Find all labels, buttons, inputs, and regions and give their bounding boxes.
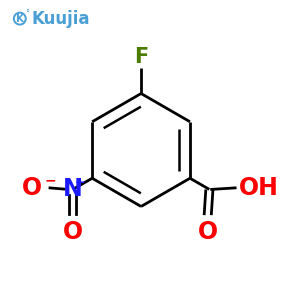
Text: °: ° xyxy=(25,9,29,18)
Text: +: + xyxy=(75,176,86,189)
Text: O: O xyxy=(22,176,42,200)
Text: OH: OH xyxy=(239,176,279,200)
Text: Kuujia: Kuujia xyxy=(31,10,90,28)
Text: N: N xyxy=(63,177,83,201)
Text: O: O xyxy=(63,220,83,244)
Text: −: − xyxy=(44,173,56,188)
Text: K: K xyxy=(16,14,24,24)
Text: O: O xyxy=(198,220,218,244)
Text: F: F xyxy=(134,47,148,67)
